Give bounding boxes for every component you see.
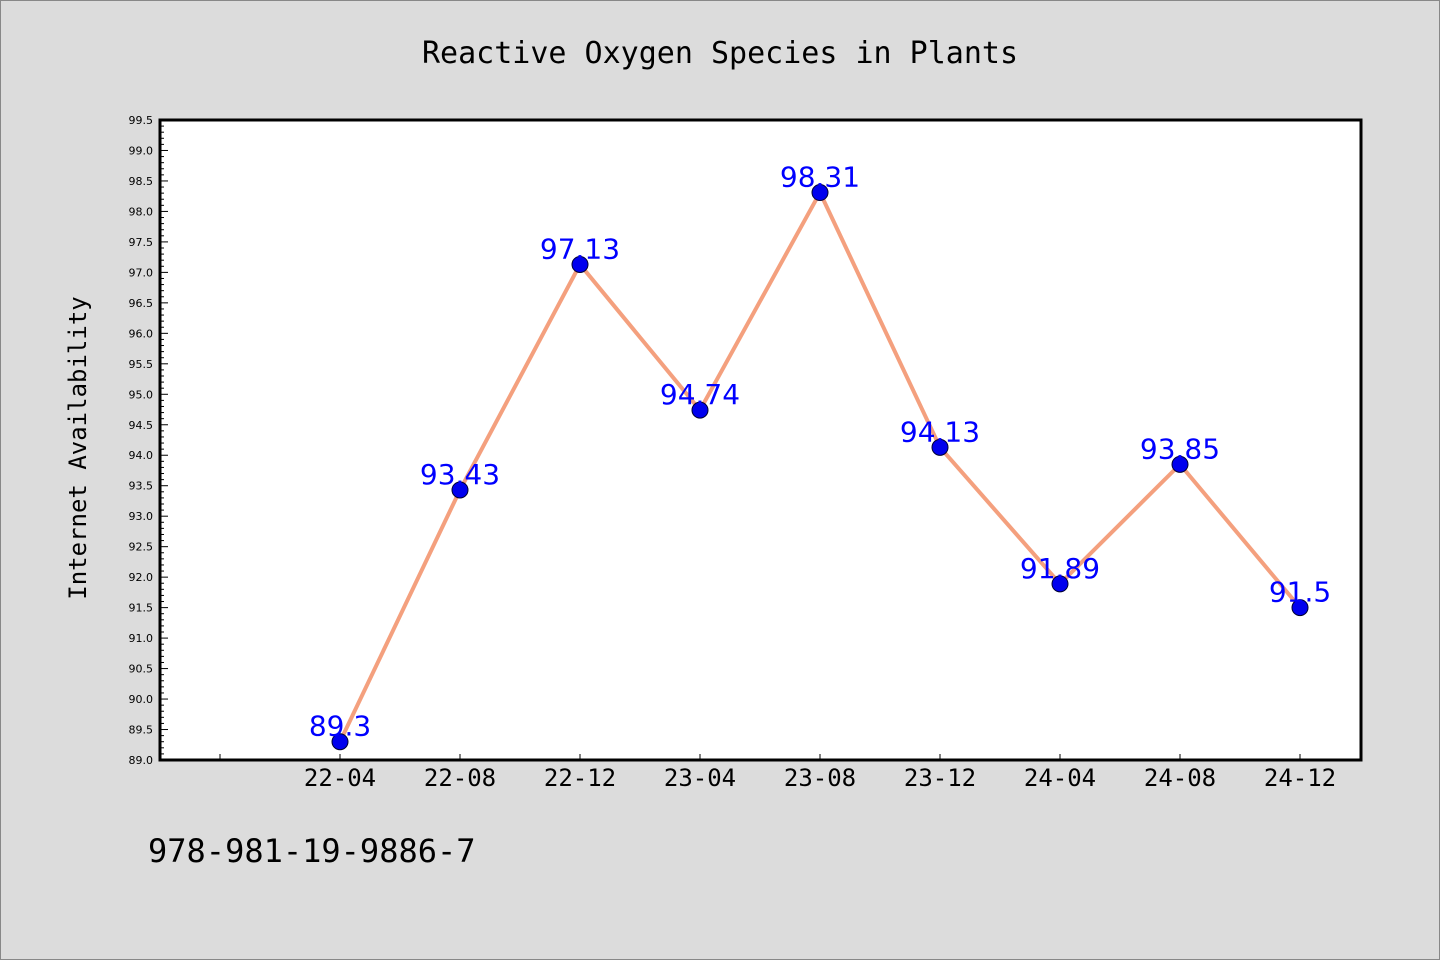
x-axis: 22-04 22-08 22-12 23-04 23-08 23-12 24-04 24-08… — [219, 754, 1336, 792]
data-label: 98.31 — [780, 161, 860, 194]
y-tick-label: 91.5 — [129, 602, 154, 615]
y-tick-label: 89.0 — [129, 754, 154, 767]
x-tick-label: 24-08 — [1144, 764, 1216, 792]
data-label: 93.43 — [420, 458, 500, 491]
y-axis: 89.0 89.5 90.0 90.5 91.0 91.5 92.0 92.5 93.0 93.5… — [129, 114, 168, 767]
plot-area — [160, 120, 1361, 760]
y-tick-label: 98.0 — [129, 205, 154, 218]
y-tick-label: 90.0 — [129, 693, 154, 706]
data-label: 94.13 — [900, 415, 980, 448]
isbn-text: 978-981-19-9886-7 — [148, 832, 476, 870]
data-label: 89.3 — [309, 710, 371, 743]
x-tick-label: 24-12 — [1264, 764, 1336, 792]
data-point — [811, 184, 829, 202]
data-label: 91.5 — [1269, 576, 1331, 609]
data-label: 91.89 — [1020, 552, 1100, 585]
y-tick-label: 98.5 — [129, 175, 154, 188]
data-point — [331, 733, 349, 751]
y-tick-label: 91.0 — [129, 632, 154, 645]
y-tick-label: 94.5 — [129, 419, 154, 432]
y-tick-label: 95.0 — [129, 388, 154, 401]
y-tick-label: 90.5 — [129, 663, 154, 676]
data-point — [691, 401, 709, 419]
data-label: 94.74 — [660, 378, 740, 411]
y-tick-label: 97.5 — [129, 236, 154, 249]
y-tick-label: 92.0 — [129, 571, 154, 584]
data-labels-group: 89.3 93.43 97.13 94.74 98.31 94.13 91.89 93.85 9… — [309, 161, 1331, 743]
y-tick-label: 89.5 — [129, 724, 154, 737]
data-label: 93.85 — [1140, 432, 1220, 465]
x-tick-label: 22-08 — [424, 764, 496, 792]
y-tick-label: 97.0 — [129, 266, 154, 279]
x-tick-label: 23-12 — [904, 764, 976, 792]
data-label: 97.13 — [540, 232, 620, 265]
y-tick-label: 95.5 — [129, 358, 154, 371]
y-tick-label: 93.0 — [129, 510, 154, 523]
y-tick-label: 99.5 — [129, 114, 154, 127]
data-point — [451, 481, 469, 499]
y-tick-label: 94.0 — [129, 449, 154, 462]
x-tick-label: 24-04 — [1024, 764, 1096, 792]
chart-title: Reactive Oxygen Species in Plants — [422, 36, 1018, 71]
y-axis-label: Internet Availability — [64, 296, 92, 599]
data-point — [1051, 575, 1069, 593]
data-point — [1291, 599, 1309, 617]
y-tick-label: 96.5 — [129, 297, 154, 310]
y-tick-label: 96.0 — [129, 327, 154, 340]
y-tick-label: 92.5 — [129, 541, 154, 554]
data-point — [931, 438, 949, 456]
y-tick-label: 99.0 — [129, 144, 154, 157]
x-tick-label: 23-04 — [664, 764, 736, 792]
x-tick-label: 22-04 — [304, 764, 376, 792]
x-tick-label: 23-08 — [784, 764, 856, 792]
series-line-group — [331, 184, 1309, 751]
y-tick-label: 93.5 — [129, 480, 154, 493]
data-point — [1171, 455, 1189, 473]
plot-border — [158, 118, 1363, 762]
data-point — [571, 255, 589, 273]
x-tick-label: 22-12 — [544, 764, 616, 792]
